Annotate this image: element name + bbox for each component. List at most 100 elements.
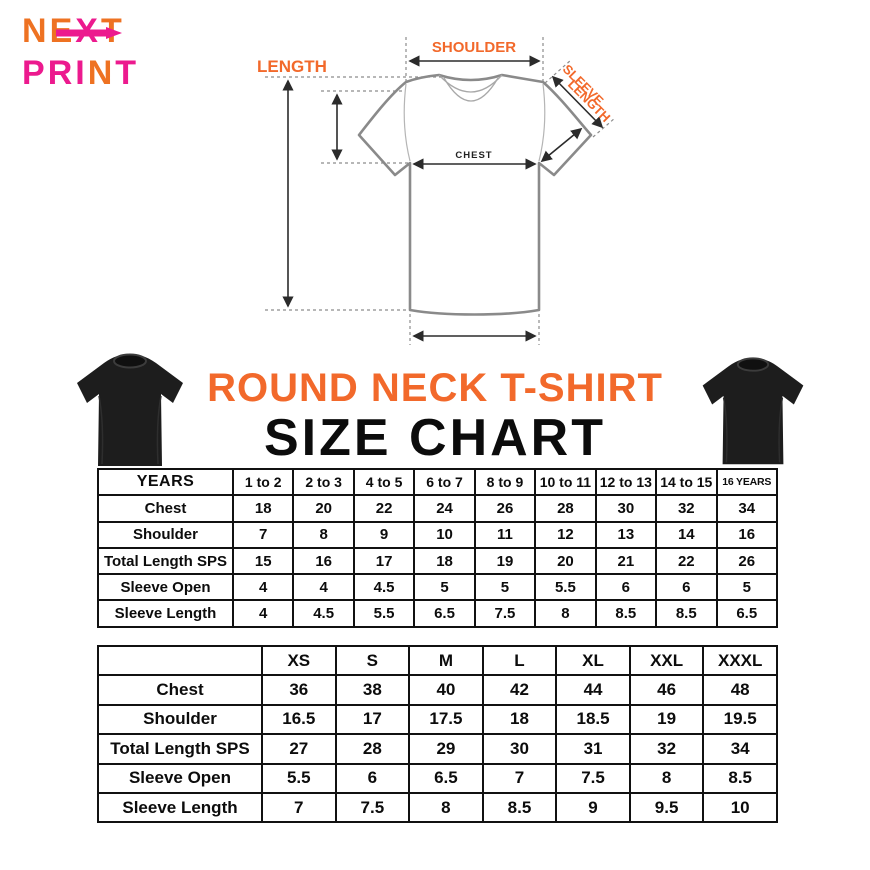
table-cell: 30	[594, 494, 658, 523]
black-tshirt-photo-left	[77, 353, 183, 466]
chest-label: CHEST	[455, 150, 492, 161]
table-cell: 19	[628, 703, 705, 736]
table-cell: 9	[352, 520, 416, 549]
table-header-cell: 8 to 9	[473, 467, 537, 497]
black-tshirt-photo-right	[702, 357, 804, 465]
table-header-cell: XXL	[628, 644, 705, 677]
table-cell: 7	[261, 791, 337, 824]
table-cell: 46	[628, 674, 705, 706]
logo-letter: N	[87, 54, 116, 92]
table-cell: 6.5	[715, 599, 778, 628]
table-cell: 6	[334, 762, 411, 794]
table-cell: 5.5	[261, 762, 337, 794]
table-cell: 22	[352, 494, 416, 523]
table-cell: 19.5	[702, 703, 778, 736]
table-cell: 17	[334, 703, 411, 736]
table-cell: 8	[534, 599, 597, 628]
table-row-label: Sleeve Open	[97, 762, 263, 794]
table-cell: 5.5	[534, 573, 597, 602]
table-cell: 6.5	[413, 599, 476, 628]
table-cell: 4	[292, 573, 355, 602]
table-cell: 27	[261, 733, 337, 765]
table-cell: 16.5	[261, 703, 337, 736]
table-header-cell: XS	[261, 644, 337, 677]
table-cell: 6	[655, 573, 718, 602]
table-row-label: Total Length SPS	[97, 546, 234, 576]
table-cell: 19	[473, 546, 537, 576]
table-row: Sleeve Length 7 7.5 8 8.5 9 9.5 10	[97, 791, 778, 824]
table-row-label: Chest	[97, 674, 263, 706]
table-row: Sleeve Length 4 4.5 5.5 6.5 7.5 8 8.5 8.5 6.5	[97, 599, 778, 628]
table-header-cell: 10 to 11	[534, 467, 597, 497]
table-row: Shoulder 16.5 17 17.5 18 18.5 19 19.5	[97, 703, 778, 736]
table-cell: 28	[334, 733, 411, 765]
table-cell: 4.5	[352, 573, 416, 602]
table-cell: 31	[555, 733, 631, 765]
table-cell: 26	[473, 494, 537, 523]
shirt-outline	[357, 73, 593, 316]
table-header-cell: M	[408, 644, 484, 677]
table-row-label: Total Length SPS	[97, 733, 263, 765]
table-cell: 18	[413, 546, 476, 576]
table-cell: 9	[555, 791, 631, 824]
table-cell: 44	[555, 674, 631, 706]
logo-letter: R	[47, 54, 76, 92]
table-cell: 8.5	[594, 599, 658, 628]
shoulder-label: SHOULDER	[432, 39, 516, 56]
table-cell: 29	[408, 733, 484, 765]
sleeve-open-arrow	[540, 127, 583, 163]
table-cell: 7.5	[334, 791, 411, 824]
table-cell: 26	[715, 546, 778, 576]
table-header-cell: YEARS	[97, 467, 234, 497]
logo-letter: N	[22, 12, 50, 50]
table-cell: 32	[628, 733, 705, 765]
table-cell: 9.5	[628, 791, 705, 824]
logo-letter: T	[115, 54, 140, 92]
table-header-cell: 2 to 3	[292, 467, 355, 497]
table-cell: 4	[231, 573, 295, 602]
table-cell: 8	[408, 791, 484, 824]
table-cell: 5	[473, 573, 537, 602]
table-row: Total Length SPS 15 16 17 18 19 20 21 22 26	[97, 546, 778, 576]
sleeve-dotted-bottom	[592, 117, 616, 138]
table-cell: 8.5	[481, 791, 558, 824]
table-cell: 7	[231, 520, 295, 549]
adult-size-table: XS S M L XL XXL XXXL Chest 36 38 40 42 44 46 48 Shoulde…	[97, 644, 778, 824]
table-cell: 6.5	[408, 762, 484, 794]
table-cell: 15	[231, 546, 295, 576]
table-cell: 10	[702, 791, 778, 824]
table-header-cell: 1 to 2	[231, 467, 295, 497]
table-cell: 16	[292, 546, 355, 576]
table-cell: 7.5	[473, 599, 537, 628]
table-header-cell: XXXL	[702, 644, 778, 677]
table-cell: 42	[481, 674, 558, 706]
table-cell: 32	[655, 494, 718, 523]
table-cell: 24	[413, 494, 476, 523]
table-cell: 12	[534, 520, 597, 549]
table-cell: 34	[715, 494, 778, 523]
table-cell: 5	[715, 573, 778, 602]
logo-letter: I	[75, 54, 88, 92]
table-cell: 40	[408, 674, 484, 706]
table-cell: 16	[715, 520, 778, 549]
product-title: ROUND NECK T-SHIRT	[207, 366, 663, 410]
table-row: Chest 18 20 22 24 26 28 30 32 34	[97, 494, 778, 523]
sleeve-length-arrow	[551, 75, 604, 129]
shirt-armhole-right	[538, 83, 546, 162]
table-header-cell: 6 to 7	[413, 467, 476, 497]
table-row-label: Sleeve Length	[97, 791, 263, 824]
tshirt-measurement-diagram: LENGTH SHOULDER CHEST SLEEVE LENGTH	[257, 37, 616, 345]
table-cell: 5	[413, 573, 476, 602]
table-cell: 5.5	[352, 599, 416, 628]
table-cell: 28	[534, 494, 597, 523]
table-row-label: Sleeve Length	[97, 599, 234, 628]
logo-letter: P	[22, 54, 48, 92]
table-cell: 20	[292, 494, 355, 523]
table-header-cell	[97, 644, 263, 677]
table-cell: 34	[702, 733, 778, 765]
table-cell: 21	[594, 546, 658, 576]
table-cell: 14	[655, 520, 718, 549]
table-cell: 4	[231, 599, 295, 628]
